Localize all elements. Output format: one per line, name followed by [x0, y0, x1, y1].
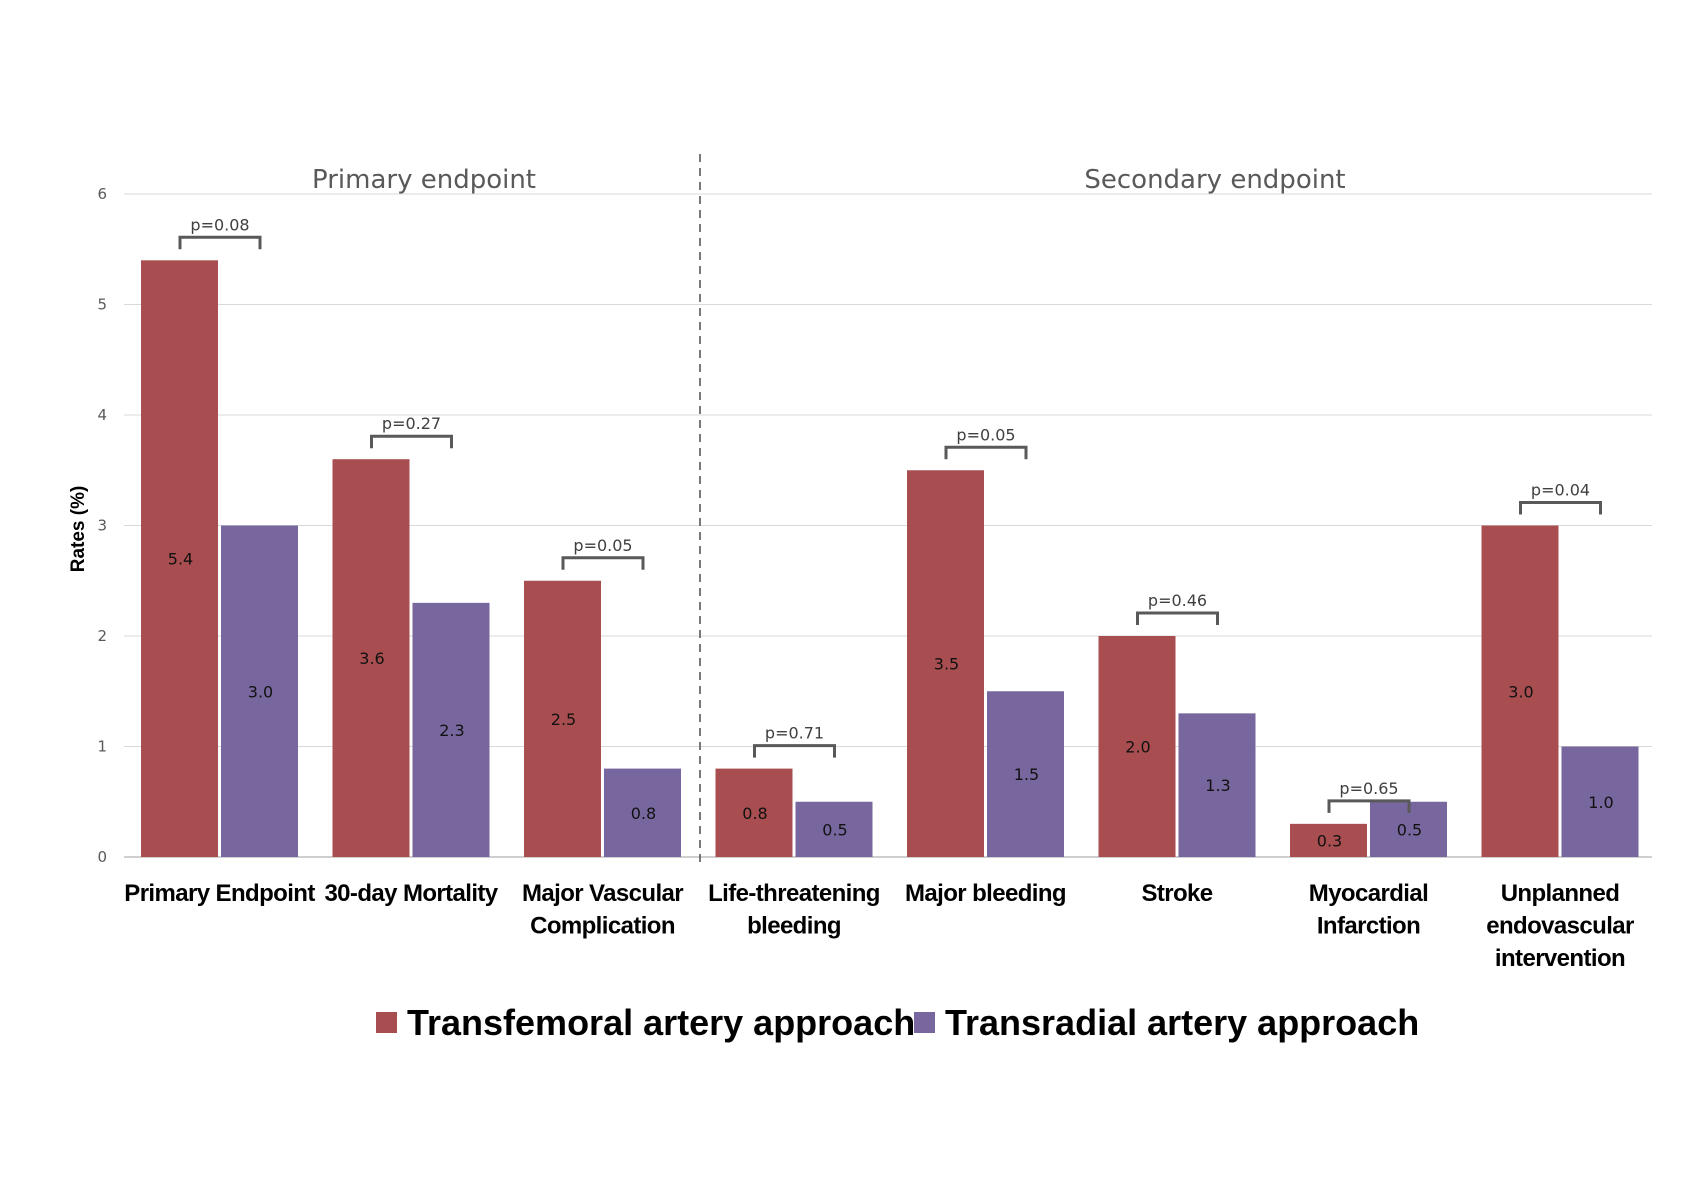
bar-transradial — [1178, 713, 1256, 857]
p-value-label: p=0.08 — [190, 215, 249, 234]
bar-transradial — [412, 602, 490, 857]
legend-swatch — [914, 1012, 935, 1033]
p-value-bracket: p=0.71 — [753, 724, 836, 758]
data-label: 0.8 — [742, 804, 767, 823]
x-axis-categories: Primary Endpoint 30-day Mortality Major Va… — [124, 880, 1634, 972]
data-label: 1.0 — [1588, 793, 1613, 812]
category-label: Infarction — [1317, 913, 1420, 940]
data-label: 2.3 — [439, 721, 464, 740]
data-label: 5.4 — [168, 550, 193, 569]
bar-transfemoral — [715, 768, 793, 857]
y-tick-label: 2 — [97, 627, 107, 645]
bracket-line — [1136, 611, 1219, 625]
bar-transfemoral — [907, 470, 984, 857]
section-labels: Primary endpoint Secondary endpoint — [312, 165, 1346, 195]
y-axis-ticks: 0 1 2 3 4 5 6 — [97, 185, 107, 866]
category-label: endovascular — [1486, 913, 1634, 940]
bar-transradial — [795, 801, 873, 857]
bar-transfemoral — [141, 260, 218, 857]
p-value-label: p=0.27 — [382, 414, 441, 433]
p-value-label: p=0.46 — [1148, 591, 1207, 610]
category-label: bleeding — [747, 913, 841, 940]
p-value-label: p=0.05 — [956, 425, 1015, 444]
p-value-bracket: p=0.46 — [1136, 591, 1219, 625]
p-value-bracket: p=0.65 — [1327, 779, 1411, 813]
p-value-label: p=0.71 — [765, 724, 824, 743]
data-label: 3.0 — [1508, 682, 1533, 701]
data-label: 3.6 — [359, 649, 384, 668]
p-value-label: p=0.65 — [1339, 779, 1398, 798]
legend-item: Transfemoral artery approach — [376, 1002, 915, 1043]
y-tick-label: 5 — [97, 296, 107, 314]
legend-label: Transradial artery approach — [945, 1002, 1419, 1043]
bracket-line — [753, 744, 836, 758]
category-label: 30-day Mortality — [324, 880, 498, 907]
data-label: 0.3 — [1317, 831, 1342, 850]
bracket-line — [561, 556, 645, 570]
bracket-line — [1519, 501, 1602, 515]
bar-transfemoral — [1098, 636, 1176, 857]
bar-transradial — [221, 525, 298, 857]
legend: Transfemoral artery approach Transradial … — [376, 1002, 1419, 1043]
section-label: Primary endpoint — [312, 165, 536, 195]
y-tick-label: 0 — [97, 848, 107, 866]
bracket-line — [944, 445, 1028, 460]
category-label: Major Vascular — [522, 880, 683, 907]
category-label: Complication — [530, 913, 675, 940]
p-value-bracket: p=0.27 — [370, 414, 453, 449]
p-value-bracket: p=0.05 — [944, 425, 1028, 460]
y-tick-label: 3 — [97, 517, 107, 535]
y-axis-label: Rates (%) — [68, 486, 89, 573]
category-label: Unplanned — [1501, 880, 1620, 907]
y-tick-label: 6 — [97, 185, 107, 203]
data-label: 2.5 — [551, 710, 576, 729]
bar-transradial — [987, 691, 1064, 857]
category-label: Primary Endpoint — [124, 880, 315, 907]
p-value-bracket: p=0.08 — [178, 215, 262, 250]
data-label: 1.3 — [1205, 776, 1230, 795]
y-tick-label: 4 — [97, 406, 107, 424]
bar-transfemoral — [332, 459, 410, 857]
category-label: intervention — [1495, 945, 1625, 972]
bar-transfemoral — [1290, 823, 1367, 857]
p-value-bracket: p=0.05 — [561, 536, 645, 570]
legend-item: Transradial artery approach — [914, 1002, 1419, 1043]
p-value-brackets: p=0.08 p=0.27 p=0.05 p=0.71 p=0.05 p=0.46 p=0.… — [178, 215, 1602, 813]
data-labels: 5.4 3.0 3.6 2.3 2.5 0.8 0.8 0.5 3.5 1.5 2.0 1.3 0.3 0… — [168, 550, 1614, 851]
category-label: Stroke — [1141, 880, 1212, 907]
bar-transradial — [1561, 746, 1639, 857]
data-label: 1.5 — [1014, 765, 1039, 784]
section-label: Secondary endpoint — [1084, 165, 1345, 195]
bracket-line — [1327, 799, 1411, 813]
bar-transfemoral — [1481, 525, 1559, 857]
bar-transradial — [604, 768, 681, 857]
p-value-label: p=0.05 — [573, 536, 632, 555]
category-label: Life-threatening — [708, 880, 880, 907]
p-value-bracket: p=0.04 — [1519, 481, 1602, 515]
data-label: 3.5 — [934, 655, 959, 674]
data-label: 2.0 — [1125, 738, 1150, 757]
bars — [141, 260, 1639, 857]
legend-label: Transfemoral artery approach — [407, 1002, 915, 1043]
category-label: Myocardial — [1309, 880, 1428, 907]
data-label: 0.8 — [631, 804, 656, 823]
p-value-label: p=0.04 — [1531, 481, 1590, 500]
bracket-line — [178, 235, 262, 250]
data-label: 3.0 — [248, 682, 273, 701]
legend-swatch — [376, 1012, 397, 1033]
y-tick-label: 1 — [97, 738, 107, 756]
bar-transfemoral — [524, 580, 601, 857]
data-label: 0.5 — [1397, 820, 1422, 839]
bracket-line — [370, 434, 453, 449]
category-label: Major bleeding — [905, 880, 1066, 907]
data-label: 0.5 — [822, 820, 847, 839]
